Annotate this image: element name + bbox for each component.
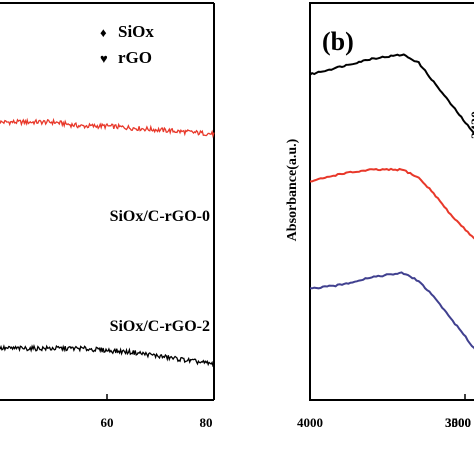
- legend-label-rgo: rGO: [118, 48, 152, 67]
- right-panel-frame: [309, 2, 474, 401]
- right-series-line-2: [309, 271, 474, 350]
- legend-marker-siox: ♦: [100, 25, 107, 40]
- series-label-siox-c-rgo-2: SiOx/C-rGO-2: [110, 318, 210, 335]
- left-panel: 60 80 ♦ SiOx ♥ rGO SiOx/C-rGO-0 SiOx/C-rG…: [0, 2, 215, 430]
- panel-label-b: (b): [322, 27, 354, 56]
- right-series-line-1: [310, 167, 474, 240]
- legend-marker-rgo: ♥: [100, 51, 108, 66]
- right-x-tick-label: 3500: [445, 415, 471, 430]
- right-x-tick-label: 3000: [445, 415, 471, 430]
- right-series-line-0: [309, 53, 474, 136]
- left-x-tick-label: 80: [200, 415, 213, 430]
- left-series-line-1: [0, 343, 215, 368]
- legend-label-siox: SiOx: [118, 22, 154, 41]
- right-y-axis-label: Absorbance(a.u.): [285, 138, 300, 241]
- left-series-line-0: [0, 117, 215, 139]
- left-x-tick-label: 60: [101, 415, 114, 430]
- reference-label-3430: 3430: [470, 111, 474, 139]
- left-series-group: [0, 117, 215, 368]
- right-reference-lines: 3430: [470, 111, 474, 139]
- series-label-siox-c-rgo-0: SiOx/C-rGO-0: [110, 208, 210, 225]
- left-x-ticks: 60 80: [101, 394, 215, 430]
- right-x-tick-label: 4000: [297, 415, 323, 430]
- right-series-group: [309, 53, 474, 350]
